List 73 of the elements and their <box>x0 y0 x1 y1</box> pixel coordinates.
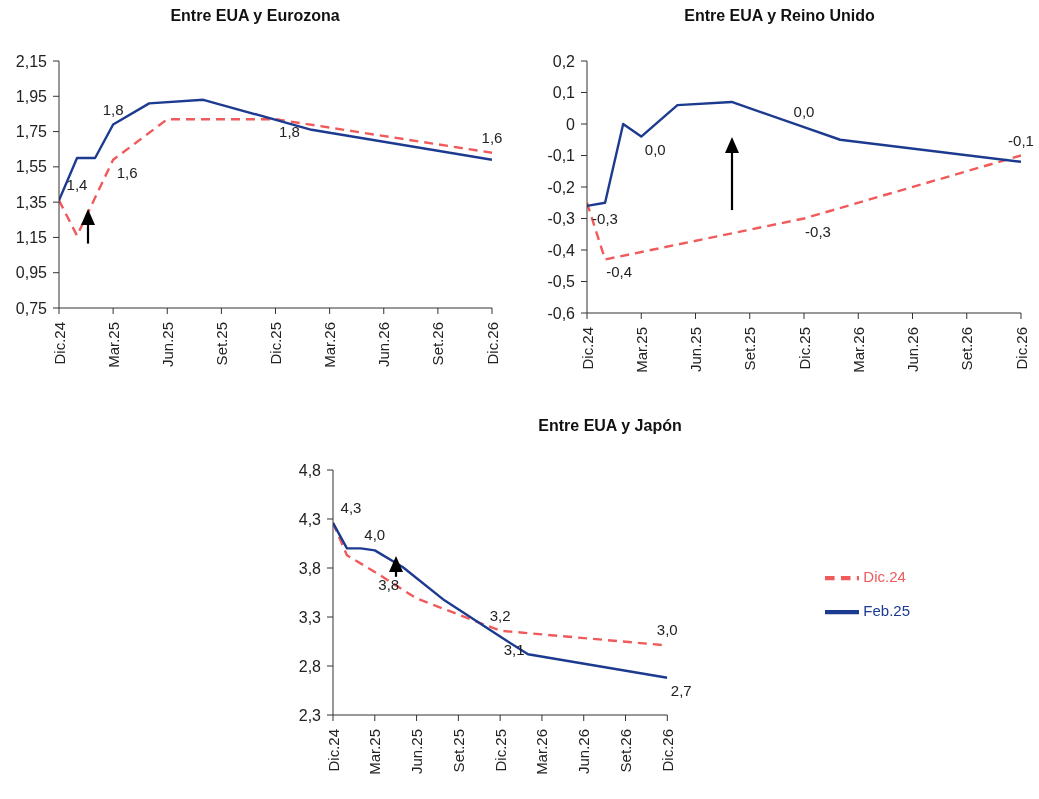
x-tick-label: Jun.26 <box>575 729 593 775</box>
y-tick-label: 1,55 <box>15 158 48 176</box>
y-tick-label: 1,35 <box>15 193 48 211</box>
data-label: 3,8 <box>378 575 400 593</box>
data-label: 3,1 <box>503 640 525 658</box>
y-tick-label: -0,6 <box>547 304 576 322</box>
x-tick-label: Set.25 <box>449 729 467 773</box>
data-label: -0,1 <box>1008 131 1034 149</box>
data-label: 1,6 <box>116 163 138 181</box>
y-tick-label: 3,3 <box>298 608 322 626</box>
y-tick-label: 1,95 <box>15 87 48 105</box>
y-tick-label: 0,95 <box>15 264 48 282</box>
x-tick-label: Set.25 <box>741 327 759 371</box>
x-tick-label: Mar.25 <box>632 327 650 373</box>
data-label: -0,3 <box>592 209 618 227</box>
y-tick-label: 4,8 <box>298 461 322 479</box>
data-label: 0,0 <box>644 140 666 158</box>
y-tick-label: -0,3 <box>547 210 576 227</box>
x-tick-label: Dic.25 <box>795 327 813 370</box>
data-label: -0,3 <box>805 222 831 240</box>
x-tick-label: Jun.26 <box>375 322 393 368</box>
x-tick-label: Set.26 <box>429 322 447 366</box>
x-tick-label: Set.25 <box>212 322 230 366</box>
y-tick-label: 2,3 <box>298 706 322 724</box>
chart-title: Entre EUA y Japón <box>537 417 683 435</box>
x-tick-label: Dic.25 <box>267 322 284 365</box>
data-label: 1,6 <box>481 128 503 146</box>
y-tick-label: 0,1 <box>552 84 576 101</box>
x-tick-label: Dic.24 <box>324 729 342 772</box>
y-tick-label: 2,8 <box>298 657 322 675</box>
x-tick-label: Dic.24 <box>50 322 68 365</box>
x-tick-label: Jun.25 <box>687 327 704 373</box>
x-tick-label: Set.26 <box>617 729 635 773</box>
y-tick-label: 2,15 <box>15 52 48 70</box>
data-label: 4,0 <box>364 526 386 544</box>
x-tick-label: Dic.25 <box>491 729 509 772</box>
x-tick-label: Dic.24 <box>578 327 596 370</box>
chart-title: Entre EUA y Eurozona <box>169 7 341 25</box>
x-tick-label: Mar.26 <box>533 729 551 775</box>
x-tick-label: Jun.26 <box>904 327 921 373</box>
y-tick-label: 4,3 <box>298 510 322 528</box>
x-tick-label: Mar.25 <box>366 729 384 775</box>
data-label: -0,4 <box>606 263 633 281</box>
x-tick-label: Set.26 <box>958 327 976 371</box>
data-label: 3,0 <box>656 621 678 639</box>
y-tick-label: -0,2 <box>547 178 576 196</box>
data-label: 2,7 <box>670 681 692 699</box>
y-tick-label: 3,8 <box>298 559 322 577</box>
x-tick-label: Dic.26 <box>1012 327 1030 370</box>
x-tick-label: Mar.25 <box>104 322 122 368</box>
y-tick-label: -0,1 <box>547 147 576 164</box>
data-label: 4,3 <box>340 498 362 516</box>
y-tick-label: -0,4 <box>547 241 576 259</box>
y-tick-label: 0 <box>566 115 576 133</box>
y-tick-label: 1,15 <box>15 228 48 246</box>
data-label: 1,8 <box>279 123 300 141</box>
y-tick-label: 0,75 <box>15 299 48 317</box>
x-tick-label: Jun.25 <box>158 322 176 368</box>
y-tick-label: 1,75 <box>15 123 48 141</box>
data-label: 0,0 <box>793 103 815 121</box>
data-label: 3,2 <box>489 606 511 624</box>
x-tick-label: Dic.26 <box>483 322 501 365</box>
data-label: 1,4 <box>66 176 88 194</box>
legend-label: Dic.24 <box>863 567 906 585</box>
y-tick-label: -0,5 <box>547 273 576 290</box>
chart-title: Entre EUA y Reino Unido <box>683 7 876 25</box>
x-tick-label: Jun.25 <box>408 729 426 775</box>
x-tick-label: Dic.26 <box>658 729 676 772</box>
data-label: 1,8 <box>102 100 124 118</box>
y-tick-label: 0,2 <box>552 52 576 70</box>
x-tick-label: Mar.26 <box>849 327 867 373</box>
legend-label: Feb.25 <box>863 601 910 619</box>
x-tick-label: Mar.26 <box>321 322 339 368</box>
